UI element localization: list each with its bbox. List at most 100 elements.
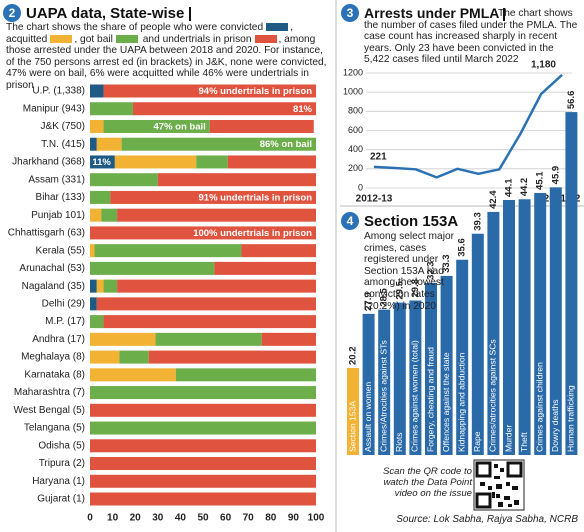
badge-number: 3 — [347, 6, 354, 20]
value-label: 221 — [370, 151, 387, 162]
value-label: 29.8 — [410, 279, 421, 298]
value-label: 45.1 — [535, 171, 546, 190]
bar-segment — [90, 492, 316, 506]
x-tick-label: 100 — [308, 513, 325, 524]
legend-swatch — [115, 34, 138, 43]
category-label: Assam (331) — [28, 174, 85, 185]
category-label: Gujarat (1) — [37, 494, 85, 505]
bar-segment — [90, 155, 115, 169]
bar-segment — [241, 244, 316, 258]
category-label: Nagaland (35) — [22, 281, 85, 292]
legend-swatch — [266, 23, 289, 32]
category-label: Forgery, cheating and fraud — [425, 347, 435, 452]
category-label: Riots — [394, 432, 404, 452]
value-label: 29.5 — [394, 280, 405, 299]
category-label: J&K (750) — [41, 121, 85, 132]
value-label: 91% undertrials in prison — [199, 192, 313, 203]
category-label: Rape — [472, 431, 482, 452]
category-label: Offences against the state — [441, 352, 451, 452]
source: Source: Lok Sabha, Rajya Sabha, NCRB — [396, 514, 578, 525]
description-text: , — [74, 33, 78, 45]
y-tick-label: 0 — [358, 182, 363, 192]
bar-segment — [90, 244, 95, 258]
bar — [440, 275, 453, 455]
bar-segment — [101, 208, 118, 222]
bar-segment — [90, 173, 158, 187]
bar-segment — [261, 332, 316, 346]
badge-number: 4 — [347, 214, 354, 228]
x-tick-label: 20 — [130, 513, 142, 524]
bar-segment — [94, 244, 242, 258]
value-label: 20.2 — [348, 346, 359, 365]
qr-finder — [475, 461, 492, 478]
bar-segment — [117, 208, 317, 222]
category-label: Telangana (5) — [24, 423, 85, 434]
category-label: Dowry deaths — [550, 399, 560, 452]
bar-segment — [121, 137, 316, 151]
bar-segment — [209, 119, 314, 133]
x-tick-label: 40 — [175, 513, 187, 524]
description-text: , — [290, 22, 293, 33]
bar — [487, 211, 500, 455]
category-label: Crimes/Atrocities against STs — [378, 340, 388, 452]
bar-segment — [114, 155, 197, 169]
bar — [549, 187, 562, 455]
category-label: Arunachal (53) — [19, 263, 85, 274]
bar-segment — [157, 173, 316, 187]
bar-segment — [90, 350, 120, 364]
category-label: West Bengal (5) — [13, 405, 85, 416]
category-label: Odisha (5) — [38, 440, 85, 451]
bar-segment — [90, 261, 215, 275]
bar-segment — [110, 190, 316, 204]
category-label: Punjab 101) — [31, 210, 85, 221]
chart-title: Section 153A — [364, 213, 459, 230]
category-label: Crimes against children — [534, 362, 544, 452]
bar — [378, 309, 391, 455]
bar-segment — [90, 297, 97, 311]
bar — [393, 302, 406, 455]
x-tick-label: 2021-22 — [544, 194, 581, 205]
category-label: Assault on women — [363, 382, 373, 452]
x-tick-label: 10 — [107, 513, 119, 524]
bar-segment — [96, 297, 316, 311]
line — [373, 73, 563, 179]
y-tick-label: 400 — [348, 144, 363, 154]
bar-segment — [90, 279, 97, 293]
qr-finder — [475, 492, 492, 509]
bar-segment — [90, 137, 97, 151]
x-tick-label: 0 — [87, 513, 93, 524]
category-label: Kerala (55) — [36, 245, 85, 256]
chart-title: UAPA data, State-wise — [26, 5, 191, 22]
bar-segment — [117, 279, 317, 293]
category-label: Karnataka (8) — [24, 369, 85, 380]
value-label: 44.2 — [519, 178, 530, 197]
bar-segment — [90, 84, 104, 98]
bar-segment — [90, 102, 133, 116]
category-label: Crimes/atrocities against SCs — [488, 339, 498, 452]
bar-segment — [90, 474, 316, 488]
bar-segment — [96, 137, 122, 151]
category-label: Maharashtra (7) — [14, 387, 85, 398]
category-label: Tripura (2) — [39, 458, 85, 469]
title-text: UAPA data, State-wise — [26, 5, 185, 22]
bar — [518, 199, 531, 455]
category-label: T.N. (415) — [41, 139, 85, 150]
value-label: 47% on bail — [154, 121, 206, 132]
bar-segment — [103, 279, 118, 293]
bar — [347, 367, 359, 455]
qr-code — [473, 459, 525, 511]
category-label: Andhra (17) — [32, 334, 85, 345]
value-label: 45.9 — [550, 166, 561, 185]
y-tick-label: 200 — [348, 163, 363, 173]
bar-segment — [103, 119, 210, 133]
category-label: Manipur (943) — [23, 103, 85, 114]
category-label: Crimes against women (total) — [410, 340, 420, 452]
description-text: , among those arrested under the UAPA be… — [6, 33, 327, 91]
category-label: Bihar (133) — [36, 192, 85, 203]
separator — [188, 7, 191, 22]
bar-segment — [132, 102, 316, 116]
value-label: 32.3 — [426, 261, 437, 280]
category-label: Haryana (1) — [32, 476, 85, 487]
